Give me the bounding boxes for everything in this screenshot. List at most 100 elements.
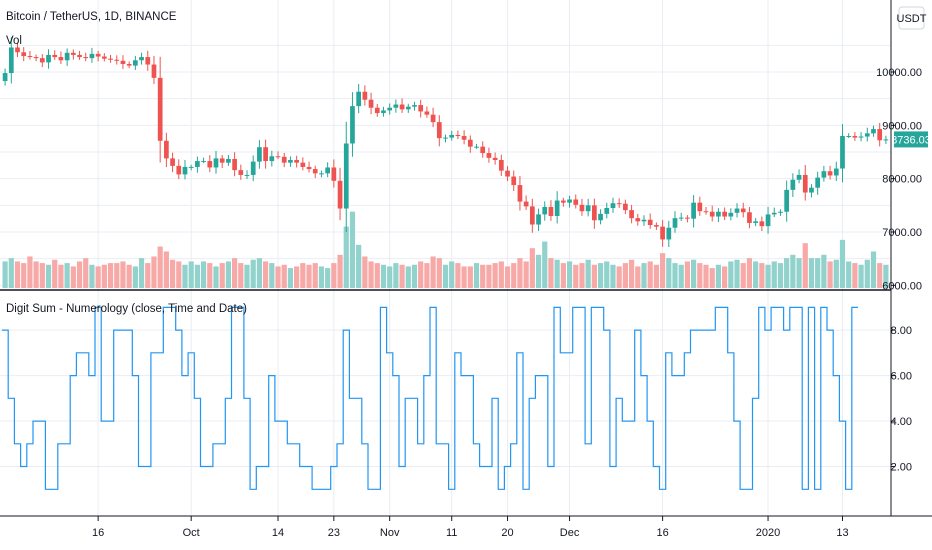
candle-body <box>728 212 734 217</box>
candle-body <box>170 158 175 166</box>
candle-body <box>523 201 529 207</box>
candle <box>46 49 51 69</box>
candle-body <box>641 219 647 222</box>
candle <box>629 204 634 224</box>
candle <box>436 115 442 147</box>
candle <box>294 155 299 168</box>
volume-bar <box>58 264 64 288</box>
candle-body <box>15 47 20 53</box>
volume-bar <box>312 263 318 288</box>
candle-body <box>21 52 27 56</box>
volume-bar <box>734 259 740 288</box>
volume-bar <box>461 266 467 288</box>
candle-body <box>771 212 777 215</box>
candle <box>263 139 268 169</box>
time-tick-label: 20 <box>501 527 513 539</box>
candle <box>250 155 256 182</box>
candle-body <box>288 160 293 163</box>
volume-bar <box>21 263 27 288</box>
symbol-title[interactable]: Bitcoin / TetherUS, 1D, BINANCE <box>6 11 177 23</box>
candle-body <box>232 158 237 171</box>
volume-bar <box>517 258 523 288</box>
candle-body <box>604 208 610 214</box>
candle-body <box>39 58 45 63</box>
candle-body <box>368 99 374 108</box>
volume-bars <box>2 211 889 288</box>
time-tick-label: 14 <box>272 527 284 539</box>
candle-body <box>325 167 331 174</box>
candle-body <box>393 104 399 108</box>
volume-bar <box>436 258 442 288</box>
candle-body <box>883 139 889 141</box>
candle <box>312 165 318 179</box>
candle-body <box>765 214 771 227</box>
candle <box>852 132 858 141</box>
candle-body <box>542 206 548 215</box>
volume-bar <box>635 266 641 288</box>
candle <box>58 51 64 64</box>
price-axis[interactable]: 10000.00 9000.00 8000.00 7000.00 6000.00 <box>876 67 922 292</box>
candle <box>567 195 572 208</box>
price-tick-label: 10000.00 <box>876 67 922 79</box>
volume-bar <box>864 259 870 288</box>
candle-body <box>529 206 535 225</box>
candle <box>815 171 821 195</box>
volume-bar <box>2 261 8 288</box>
candle-body <box>685 217 690 219</box>
candle-body <box>337 180 343 209</box>
candle <box>443 134 448 143</box>
candle-body <box>809 187 814 193</box>
volume-bar <box>529 248 535 288</box>
volume-bar <box>442 264 449 288</box>
candle-body <box>703 211 709 213</box>
volume-bar <box>877 263 883 288</box>
candle-body <box>399 104 405 110</box>
volume-bar <box>883 264 889 288</box>
candle-body <box>312 169 318 174</box>
candle-body <box>27 56 33 58</box>
volume-bar <box>535 254 542 288</box>
time-tick-label: 23 <box>328 527 340 539</box>
candle <box>2 68 8 86</box>
grid <box>0 0 891 516</box>
candle <box>15 42 20 58</box>
volume-bar <box>287 268 294 288</box>
volume-bar <box>815 258 821 288</box>
candle <box>740 202 746 218</box>
volume-bar <box>672 263 678 288</box>
candle-body <box>350 106 355 144</box>
currency-badge-label: USDT <box>897 13 927 25</box>
volume-bar <box>337 254 343 288</box>
candle <box>840 124 845 183</box>
candle-body <box>511 176 517 186</box>
candle-body <box>157 77 163 141</box>
indicator-axis[interactable]: 8.00 6.00 4.00 2.00 <box>891 325 912 473</box>
candle-body <box>852 136 858 138</box>
candle <box>654 222 659 230</box>
time-axis[interactable]: 16 Oct 14 23 Nov 11 20 Dec 16 2020 13 <box>92 516 849 539</box>
candle <box>511 170 517 192</box>
candle-body <box>263 147 268 162</box>
time-tick-label: 2020 <box>756 527 780 539</box>
price-candles <box>2 37 889 248</box>
volume-bar <box>294 266 300 288</box>
volume-bar <box>132 266 138 288</box>
candle <box>529 198 535 233</box>
candle-body <box>672 218 678 228</box>
indicator-tick-label: 6.00 <box>891 371 912 383</box>
volume-bar <box>405 266 411 288</box>
candle-body <box>250 161 256 175</box>
currency-badge[interactable]: USDT <box>897 6 927 30</box>
candle <box>604 202 610 219</box>
volume-label[interactable]: Vol <box>6 35 22 47</box>
volume-bar <box>219 263 225 288</box>
candle-body <box>405 106 411 110</box>
candle <box>461 130 467 145</box>
candle-body <box>740 208 746 213</box>
indicator-title[interactable]: Digit Sum - Numerology (close, Time and … <box>6 303 247 315</box>
candle <box>703 206 709 215</box>
volume-bar <box>827 261 833 288</box>
candle <box>139 52 144 65</box>
candle-body <box>666 227 672 240</box>
